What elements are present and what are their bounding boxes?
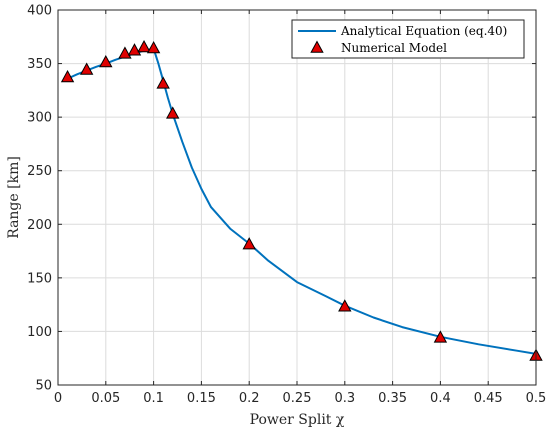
x-tick-label: 0.1 [143,391,164,406]
legend-triangle-marker [310,40,324,53]
x-tick-label: 0.45 [474,391,503,406]
y-tick-label: 300 [27,111,52,126]
x-tick-label: 0.35 [378,391,407,406]
x-tick-label: 0.5 [526,391,547,406]
y-tick-label: 400 [27,4,52,19]
x-tick-labels: 0 0.05 0.1 0.15 0.2 0.25 0.3 0.35 0.4 0.45 0.5 [54,391,546,406]
y-tick-label: 350 [27,57,52,72]
y-tick-label: 150 [27,271,52,286]
analytical-equation-line [67,47,537,355]
numerical-model-point [146,41,161,54]
x-tick-label: 0.3 [334,391,355,406]
x-tick-label: 0.4 [430,391,451,406]
y-tick-labels: 50 100 150 200 250 300 350 400 [27,4,52,394]
numerical-model-point [433,330,448,343]
numerical-model-point [127,43,142,56]
legend-box [291,19,525,59]
y-tick-label: 200 [27,218,52,233]
numerical-model-point [156,76,170,89]
legend-label-numerical: Numerical Model [341,41,447,55]
y-tick-label: 250 [27,164,52,179]
y-tick-label: 100 [27,325,52,340]
numerical-model-point [79,62,94,75]
legend-label-analytical: Analytical Equation (eq.40) [340,24,507,38]
analytical-curve-layer [67,47,537,355]
y-axis-title: Range [km] [6,156,22,239]
numerical-model-point [60,69,75,83]
numerical-model-point [137,39,151,53]
numerical-model-point [99,54,113,68]
axis-ticks [57,9,537,386]
numerical-model-point [242,237,256,250]
x-tick-label: 0.15 [187,391,216,406]
x-tick-label: 0.2 [239,391,260,406]
x-tick-label: 0.05 [91,391,120,406]
x-tick-label: 0 [54,391,62,406]
numerical-model-point [118,46,132,59]
numerical-model-point [338,299,352,312]
x-axis-title: Power Split χ [250,412,345,428]
legend: Analytical Equation (eq.40) Numerical Mo… [291,19,525,59]
numerical-model-point [166,106,180,119]
y-tick-label: 50 [35,379,52,394]
plot-frame [57,9,537,386]
x-tick-label: 0.25 [283,391,312,406]
